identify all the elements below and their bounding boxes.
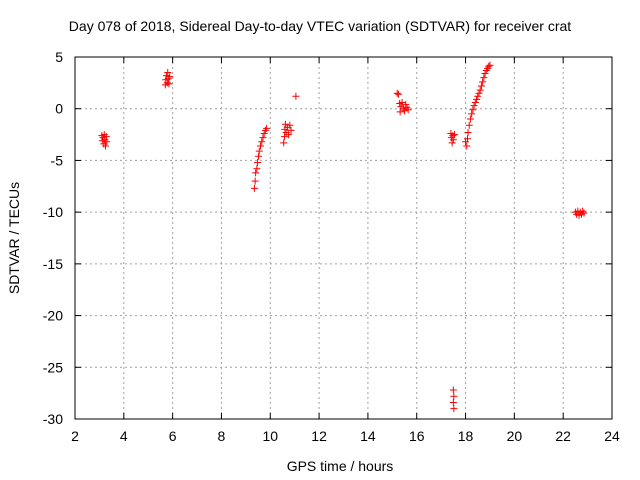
x-tick-label: 22 [555,428,571,444]
data-point [286,121,294,129]
y-axis-title: SDTVAR / TECUs [6,182,22,294]
data-point [260,130,268,138]
data-point [474,92,482,100]
x-tick-label: 16 [409,428,425,444]
axis-ticks [74,56,613,420]
y-tick-label: -5 [51,152,64,168]
data-point [449,398,457,406]
data-point [450,392,458,400]
data-point [466,115,474,123]
data-point [480,74,488,82]
x-tick-label: 24 [604,428,620,444]
data-point [250,184,258,192]
data-point [257,142,265,150]
data-point [280,139,288,147]
x-tick-label: 18 [458,428,474,444]
data-point [259,134,267,142]
data-point [477,82,485,90]
data-point [449,136,457,144]
x-tick-label: 8 [218,428,226,444]
data-point [468,110,476,118]
x-tick-label: 14 [360,428,376,444]
data-point [404,106,412,114]
data-points [98,61,588,413]
plot-frame [74,56,613,420]
x-tick-label: 20 [507,428,523,444]
chart-title: Day 078 of 2018, Sidereal Day-to-day VTE… [68,18,572,34]
data-point [476,86,484,94]
data-point [486,61,494,69]
data-point [398,99,406,107]
data-point [485,62,493,70]
data-point [450,405,458,413]
data-point [463,142,471,150]
data-point [165,80,173,88]
x-tick-label: 12 [311,428,327,444]
data-point [393,89,401,97]
y-tick-label: 0 [55,101,63,117]
x-tick-label: 2 [71,428,79,444]
data-point [166,73,174,81]
y-tick-label: -30 [43,411,63,427]
data-point [469,106,477,114]
data-point [470,102,478,110]
data-point [451,131,459,139]
data-point [396,108,404,116]
data-point [253,165,261,173]
data-point [471,99,479,107]
y-tick-label: -15 [43,256,63,272]
y-tick-label: -20 [43,308,63,324]
data-point [481,70,489,78]
y-tick-label: -10 [43,204,63,220]
x-axis-title: GPS time / hours [287,458,394,474]
data-point [463,135,471,143]
y-tick-label: 5 [55,49,63,65]
grid-lines [75,57,612,419]
data-point [448,139,456,147]
data-point [163,72,171,80]
data-point [580,209,588,217]
data-point [263,124,271,132]
data-point [258,138,266,146]
data-point [103,138,111,146]
data-point [394,90,402,98]
y-tick-label: -25 [43,359,63,375]
data-point [292,92,300,100]
data-point [464,129,472,137]
data-point [255,152,263,160]
data-point [465,121,473,129]
data-point [251,177,259,185]
data-point [479,78,487,86]
data-point [255,147,263,155]
data-point [163,79,171,87]
data-point [102,142,110,150]
data-point [252,169,260,177]
x-tick-label: 10 [262,428,278,444]
data-point [280,133,288,141]
x-tick-label: 6 [169,428,177,444]
data-point [164,69,172,77]
data-point [254,158,262,166]
data-point [285,131,293,139]
data-point [475,89,483,97]
data-point [473,95,481,103]
data-point [449,386,457,394]
data-point [287,126,295,134]
data-point [402,101,410,109]
x-tick-label: 4 [120,428,128,444]
